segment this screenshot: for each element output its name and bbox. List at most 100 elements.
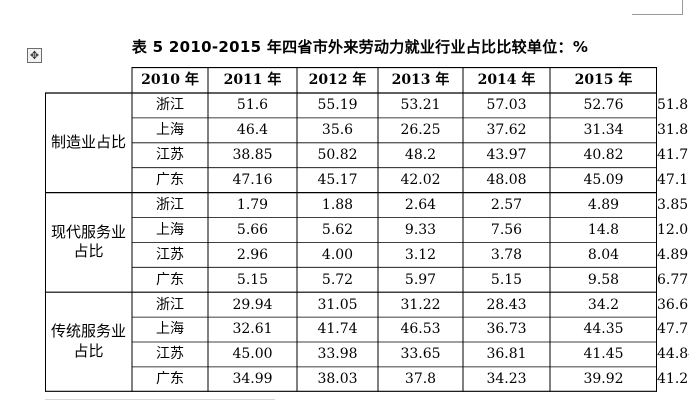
- table-cell-value: 51.88: [657, 97, 689, 114]
- table-caption: 表 5 2010-2015 年四省市外来劳动力就业行业占比比较单位：%: [131, 38, 589, 56]
- table-cell-value: 44.35: [583, 321, 624, 338]
- table-cell-value: 14.8: [587, 221, 620, 238]
- table-cell-value: 8.04: [587, 246, 620, 263]
- table-cell-value: 45.09: [583, 172, 624, 189]
- table-cell-value: 5.62: [321, 221, 354, 238]
- table-cell-value: 26.25: [400, 122, 441, 139]
- table-grid-lines: [45, 67, 657, 392]
- table-cell-value: 55.19: [317, 97, 358, 114]
- table-cell-value: 2.64: [404, 196, 437, 213]
- table-cell-value: 47.19: [657, 172, 689, 189]
- table-cell-value: 44.84: [657, 346, 689, 363]
- province-label: 上海: [156, 221, 184, 238]
- table-cell-value: 4.89: [587, 196, 620, 213]
- table-cell-value: 29.94: [232, 296, 273, 313]
- table-cell-value: 46.53: [400, 321, 441, 338]
- table-cell-value: 36.81: [486, 346, 527, 363]
- bottom-rule: [45, 399, 275, 400]
- table-cell-value: 43.97: [486, 147, 527, 164]
- table-cell-value: 2.96: [236, 246, 269, 263]
- table-cell-value: 5.15: [490, 271, 523, 288]
- table-cell-value: 38.03: [317, 371, 358, 388]
- province-label: 广东: [156, 271, 184, 288]
- table-cell-value: 36.73: [486, 321, 527, 338]
- table-cell-value: 37.8: [404, 371, 437, 388]
- page-corner-mark: [632, 0, 683, 15]
- table-cell-value: 35.6: [321, 122, 354, 139]
- table-cell-value: 48.2: [404, 147, 437, 164]
- table-cell-value: 48.08: [486, 172, 527, 189]
- province-label: 上海: [156, 122, 184, 139]
- table-cell-value: 41.74: [317, 321, 358, 338]
- table-cell-value: 4.00: [321, 246, 354, 263]
- table-cell-value: 42.02: [400, 172, 441, 189]
- table-cell-value: 50.82: [317, 147, 358, 164]
- table-cell-value: 34.99: [232, 371, 273, 388]
- table-cell-value: 5.97: [404, 271, 437, 288]
- table-cell-value: 7.56: [490, 221, 523, 238]
- table-cell-value: 39.92: [583, 371, 624, 388]
- table-cell-value: 9.33: [404, 221, 437, 238]
- table-cell-value: 6.77: [657, 271, 689, 288]
- table-cell-value: 5.15: [236, 271, 269, 288]
- table-cell-value: 5.72: [321, 271, 354, 288]
- province-label: 上海: [156, 321, 184, 338]
- table-cell-value: 33.98: [317, 346, 358, 363]
- table-cell-value: 47.16: [232, 172, 273, 189]
- province-label: 浙江: [156, 196, 184, 213]
- province-label: 浙江: [156, 296, 184, 313]
- table-cell-value: 57.03: [486, 97, 527, 114]
- move-icon: ✥: [29, 49, 40, 62]
- table-cell-value: 3.12: [404, 246, 437, 263]
- table-cell-value: 12.05: [657, 221, 689, 238]
- table-cell-value: 5.66: [236, 221, 269, 238]
- table-cell-value: 3.78: [490, 246, 523, 263]
- table-move-handle[interactable]: ✥: [27, 48, 42, 63]
- table-cell-value: 1.88: [321, 196, 354, 213]
- province-label: 广东: [156, 172, 184, 189]
- table-cell-value: 34.2: [587, 296, 620, 313]
- table-cell-value: 41.79: [657, 147, 689, 164]
- table-cell-value: 40.82: [583, 147, 624, 164]
- table-cell-value: 47.72: [657, 321, 689, 338]
- table-cell-value: 45.17: [317, 172, 358, 189]
- table-cell-value: 31.34: [583, 122, 624, 139]
- column-header: 2012 年: [308, 71, 367, 88]
- column-header: 2013 年: [391, 71, 450, 88]
- group-label: 现代服务业占比: [51, 222, 127, 261]
- table-cell-value: 41.45: [583, 346, 624, 363]
- table-cell-value: 2.57: [490, 196, 523, 213]
- table-cell-value: 33.65: [400, 346, 441, 363]
- group-label: 传统服务业占比: [51, 322, 127, 360]
- province-label: 浙江: [156, 97, 184, 114]
- column-header: 2011 年: [223, 71, 282, 88]
- column-header: 2014 年: [477, 71, 536, 88]
- table-cell-value: 31.86: [657, 122, 689, 139]
- table-cell-value: 51.6: [236, 97, 269, 114]
- table-cell-value: 41.2: [657, 371, 689, 388]
- table-cell-value: 9.58: [587, 271, 620, 288]
- table-cell-value: 36.63: [657, 296, 689, 313]
- table-cell-value: 46.4: [236, 122, 269, 139]
- table-cell-value: 31.05: [317, 296, 358, 313]
- province-label: 江苏: [156, 246, 184, 263]
- province-label: 江苏: [156, 147, 184, 164]
- table-cell-value: 32.61: [232, 321, 273, 338]
- table-cell-value: 53.21: [400, 97, 441, 114]
- table-cell-value: 28.43: [486, 296, 527, 313]
- table-cell-value: 52.76: [583, 97, 624, 114]
- table-cell-value: 4.89: [657, 246, 689, 263]
- table-cell-value: 3.85: [657, 196, 689, 213]
- table-cell-value: 45.00: [232, 346, 273, 363]
- table-cell-value: 34.23: [486, 371, 527, 388]
- group-label: 制造业占比: [51, 133, 127, 152]
- table-cell-value: 37.62: [486, 122, 527, 139]
- province-label: 江苏: [156, 346, 184, 363]
- column-header: 2010 年: [141, 71, 199, 88]
- table-cell-value: 31.22: [400, 296, 441, 313]
- data-table: 2010 年 2011 年 2012 年 2013 年 2014 年 2015 年制造业占…: [45, 67, 689, 392]
- province-label: 广东: [156, 371, 184, 388]
- table-cell-value: 38.85: [232, 147, 273, 164]
- table-cell-value: 1.79: [236, 196, 269, 213]
- column-header: 2015 年: [574, 71, 633, 88]
